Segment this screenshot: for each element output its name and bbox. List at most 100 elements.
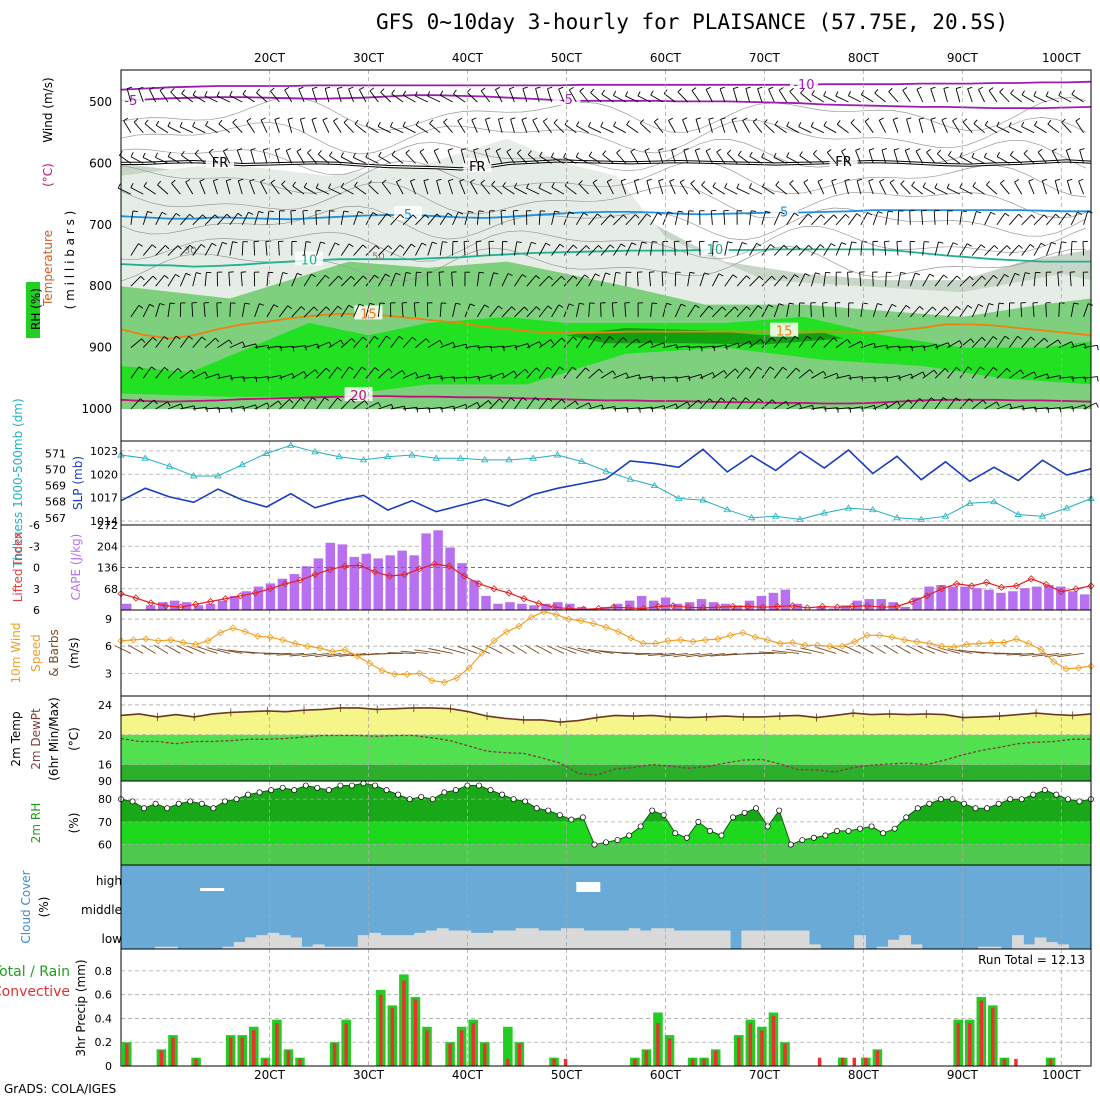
wind-barb [229,302,231,317]
precip-conv-bar [483,1043,487,1066]
wind-barb [868,149,874,164]
wind-barb-flag [746,275,751,280]
wind-barb-flag [600,122,604,127]
wind-barb-flag [626,120,630,126]
wind-barb [996,245,1008,256]
rh-point [533,805,540,812]
wind-barb-flag [761,152,765,158]
wind-barb-flag [641,241,647,244]
wind-barb [762,186,775,195]
wind-barb [155,212,163,226]
wind-barb [488,241,491,256]
wind-barb [1082,241,1085,256]
wind-barb-flag [1006,245,1011,250]
wind-barb-flag [602,150,607,155]
wind-barb [613,125,627,134]
wind-barb-flag [712,182,716,187]
wind-barb-flag [727,241,733,244]
wind-barb-flag [623,214,628,219]
wind-barb-flag [799,403,802,409]
wind-barb-flag [1078,178,1084,182]
wind-barb-flag [340,339,344,345]
lifted-index-point [982,578,991,586]
wind-barb-flag [237,212,243,217]
wind-speed-point [577,617,585,625]
wind-barb-flag [374,335,379,340]
wind-barb-flag [250,148,256,151]
low-cloud-bar [673,930,686,949]
surface-wind-barb [387,652,416,654]
wind-barb [669,181,676,195]
wind-barb [736,397,746,410]
wind-barb-flag [847,91,852,96]
wind-barb [180,369,192,379]
cape-bar [457,563,467,610]
wind-barb [786,402,800,410]
wind-barb [798,213,809,226]
wind-barb-flag [1020,369,1024,375]
lifted-index-point [386,572,394,580]
wind-barb-flag [561,275,566,281]
wind-barb [241,212,249,225]
wind-barb [1028,181,1035,195]
surface-wind-barb [512,644,528,654]
wind-barb [194,153,206,164]
rh-point [302,782,309,789]
wind-barb [232,122,243,134]
surface-wind-barb [577,647,602,654]
wind-barb-flag [1071,341,1075,347]
wind-barb [324,88,330,103]
wind-barb [710,210,713,225]
wind-barb-flag [405,149,410,154]
wind-barb-flag [266,402,270,408]
lifted-index-point [788,602,797,610]
wind-speed-point [1000,639,1008,647]
wind-barb [508,88,515,103]
wind-barb [859,272,862,287]
wind-barb-flag [959,152,963,157]
low-cloud-bar [346,946,359,949]
surface-wind-barb [400,650,428,654]
wind-barb [888,91,899,103]
lifted-index-point [953,580,961,588]
low-cloud-bar [1045,942,1058,949]
wind-barb-flag [155,120,160,126]
wind-barb [390,370,403,379]
wind-tick-label: 9 [105,613,112,626]
low-cloud-bar [278,935,291,949]
wind-barb [402,214,414,226]
wind-barb [798,404,813,410]
wind-barb [130,305,140,318]
wind-barb [167,302,171,317]
wind-barb-flag [1067,178,1073,182]
wind-barb [217,95,231,103]
wind-barb-flag [117,183,121,189]
wind-speed-point [403,670,411,678]
low-cloud-bar [876,946,889,949]
wind-barb [436,180,441,195]
wind-barb-flag [830,243,836,247]
rh-point [487,787,494,794]
wind-barb-flag [443,118,448,123]
wind-barb-flag [222,241,228,245]
pressure-tick-label: 900 [89,341,112,355]
wind-barb-flag [990,211,996,215]
wind-barb [298,88,305,103]
wind-barb [848,95,862,103]
pressure-tick-label: 1000 [81,402,112,416]
wind-barb-flag [745,397,750,402]
wind-barb [1071,343,1085,349]
wind-barb-flag [666,302,672,306]
wind-barb [775,184,787,195]
wind-barb [564,124,577,134]
dewpoint-line [120,734,1091,776]
wind-barb [625,95,639,103]
wind-barb-flag [944,306,949,311]
wind-barb-flag [622,337,628,342]
wind-barb-flag [734,368,739,373]
wind-barb-flag [538,183,542,189]
wind-barb [930,88,936,103]
wind-barb-flag [615,271,621,274]
lifted-index-point [192,600,200,608]
